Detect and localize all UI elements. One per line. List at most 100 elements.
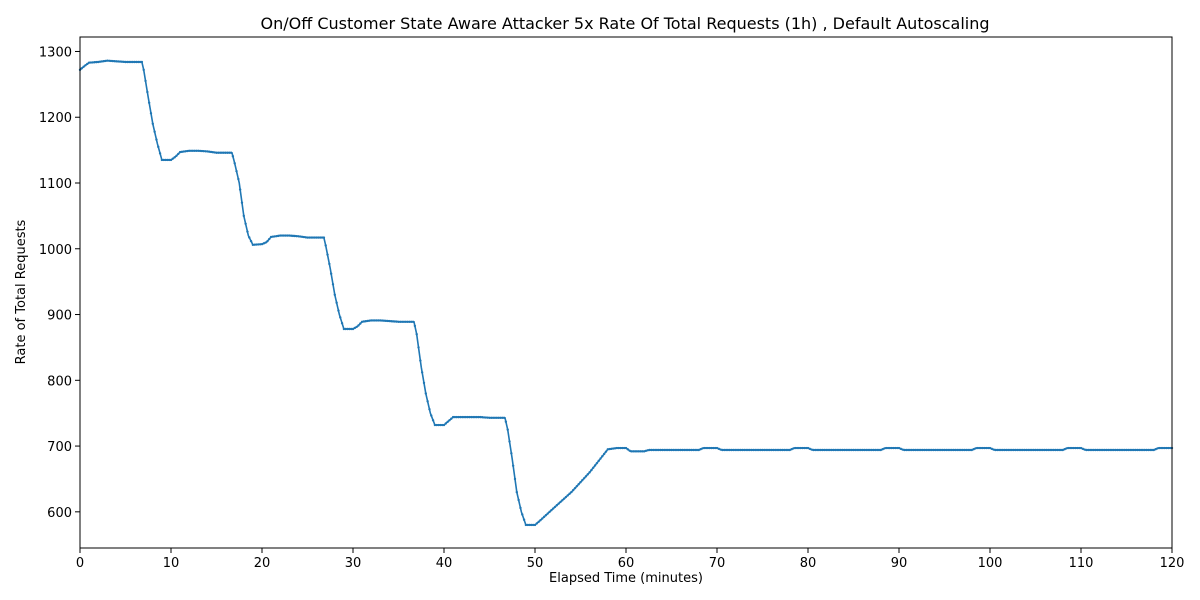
- data-point: [95, 60, 98, 64]
- data-point: [410, 320, 413, 323]
- data-point: [730, 448, 733, 452]
- data-point: [1027, 448, 1030, 452]
- data-point: [996, 448, 999, 452]
- data-point: [1052, 448, 1055, 452]
- data-point: [231, 155, 235, 158]
- data-point: [178, 150, 182, 154]
- data-point: [288, 234, 291, 237]
- data-point: [497, 416, 500, 419]
- data-point: [399, 320, 402, 323]
- data-point: [328, 262, 331, 266]
- data-point: [533, 523, 537, 527]
- data-point: [936, 448, 939, 452]
- data-point: [386, 319, 389, 323]
- data-point: [1152, 448, 1156, 452]
- data-point: [801, 446, 804, 450]
- data-point: [1070, 446, 1074, 450]
- data-point: [539, 519, 542, 522]
- data-point: [841, 448, 844, 452]
- data-point: [420, 371, 424, 374]
- data-point: [249, 239, 253, 243]
- data-point: [526, 523, 529, 527]
- data-point: [710, 446, 713, 450]
- data-point: [233, 162, 236, 165]
- data-point: [622, 446, 626, 450]
- data-point: [562, 497, 566, 500]
- data-point: [1081, 447, 1085, 451]
- data-point: [1030, 448, 1034, 452]
- data-point: [708, 446, 711, 450]
- data-point: [91, 61, 94, 64]
- data-point: [224, 151, 227, 154]
- data-point: [877, 448, 881, 452]
- data-point: [926, 448, 930, 452]
- y-tick-label: 800: [47, 374, 72, 389]
- data-point: [883, 447, 886, 450]
- data-point: [848, 448, 852, 452]
- data-point: [448, 419, 451, 422]
- data-point: [542, 515, 546, 519]
- data-point: [997, 448, 1001, 452]
- data-point: [701, 447, 704, 450]
- data-point: [1112, 448, 1115, 452]
- data-point: [1143, 448, 1146, 452]
- data-point: [819, 448, 822, 452]
- plot-area: [78, 36, 1174, 549]
- data-point: [206, 150, 209, 153]
- data-point: [479, 415, 482, 419]
- data-point: [919, 448, 923, 452]
- data-point: [202, 149, 205, 153]
- data-point: [499, 416, 502, 419]
- data-point: [830, 448, 833, 452]
- data-point: [794, 446, 797, 450]
- data-point: [1139, 448, 1143, 452]
- data-point: [673, 448, 677, 452]
- data-point: [453, 415, 457, 419]
- data-point: [513, 477, 517, 481]
- data-point: [1034, 448, 1037, 452]
- data-point: [939, 448, 943, 452]
- data-point: [826, 448, 830, 452]
- data-point: [815, 448, 819, 452]
- data-point: [988, 446, 992, 450]
- data-point: [244, 222, 247, 225]
- data-point: [1116, 448, 1119, 452]
- x-tick-label: 50: [527, 556, 544, 571]
- data-point: [808, 447, 812, 451]
- data-point: [548, 510, 551, 514]
- data-point: [664, 448, 668, 452]
- data-point: [215, 151, 218, 154]
- data-point: [217, 151, 220, 154]
- data-point: [373, 319, 377, 322]
- data-point: [755, 448, 759, 452]
- data-point: [886, 446, 890, 450]
- data-point: [1068, 446, 1072, 450]
- data-point: [825, 448, 828, 452]
- data-point: [486, 416, 489, 419]
- data-point: [417, 346, 420, 349]
- data-point: [439, 423, 442, 427]
- data-point: [744, 448, 748, 452]
- data-point: [637, 450, 640, 453]
- data-point: [186, 149, 189, 153]
- x-tick-label: 20: [254, 556, 271, 571]
- data-point: [102, 60, 105, 63]
- data-point: [1145, 448, 1148, 452]
- data-point: [977, 446, 981, 450]
- data-point: [735, 448, 739, 452]
- data-point: [271, 235, 275, 238]
- data-point: [257, 243, 260, 246]
- data-point: [1028, 448, 1032, 452]
- data-point: [208, 150, 211, 153]
- data-point: [155, 138, 158, 141]
- data-point: [495, 416, 498, 419]
- data-point: [379, 319, 382, 322]
- data-point: [238, 188, 242, 191]
- data-point: [222, 151, 225, 154]
- data-point: [648, 448, 651, 452]
- data-point: [117, 60, 120, 63]
- data-point: [157, 145, 160, 149]
- data-point: [126, 60, 129, 64]
- data-point: [917, 448, 921, 452]
- data-point: [890, 446, 893, 450]
